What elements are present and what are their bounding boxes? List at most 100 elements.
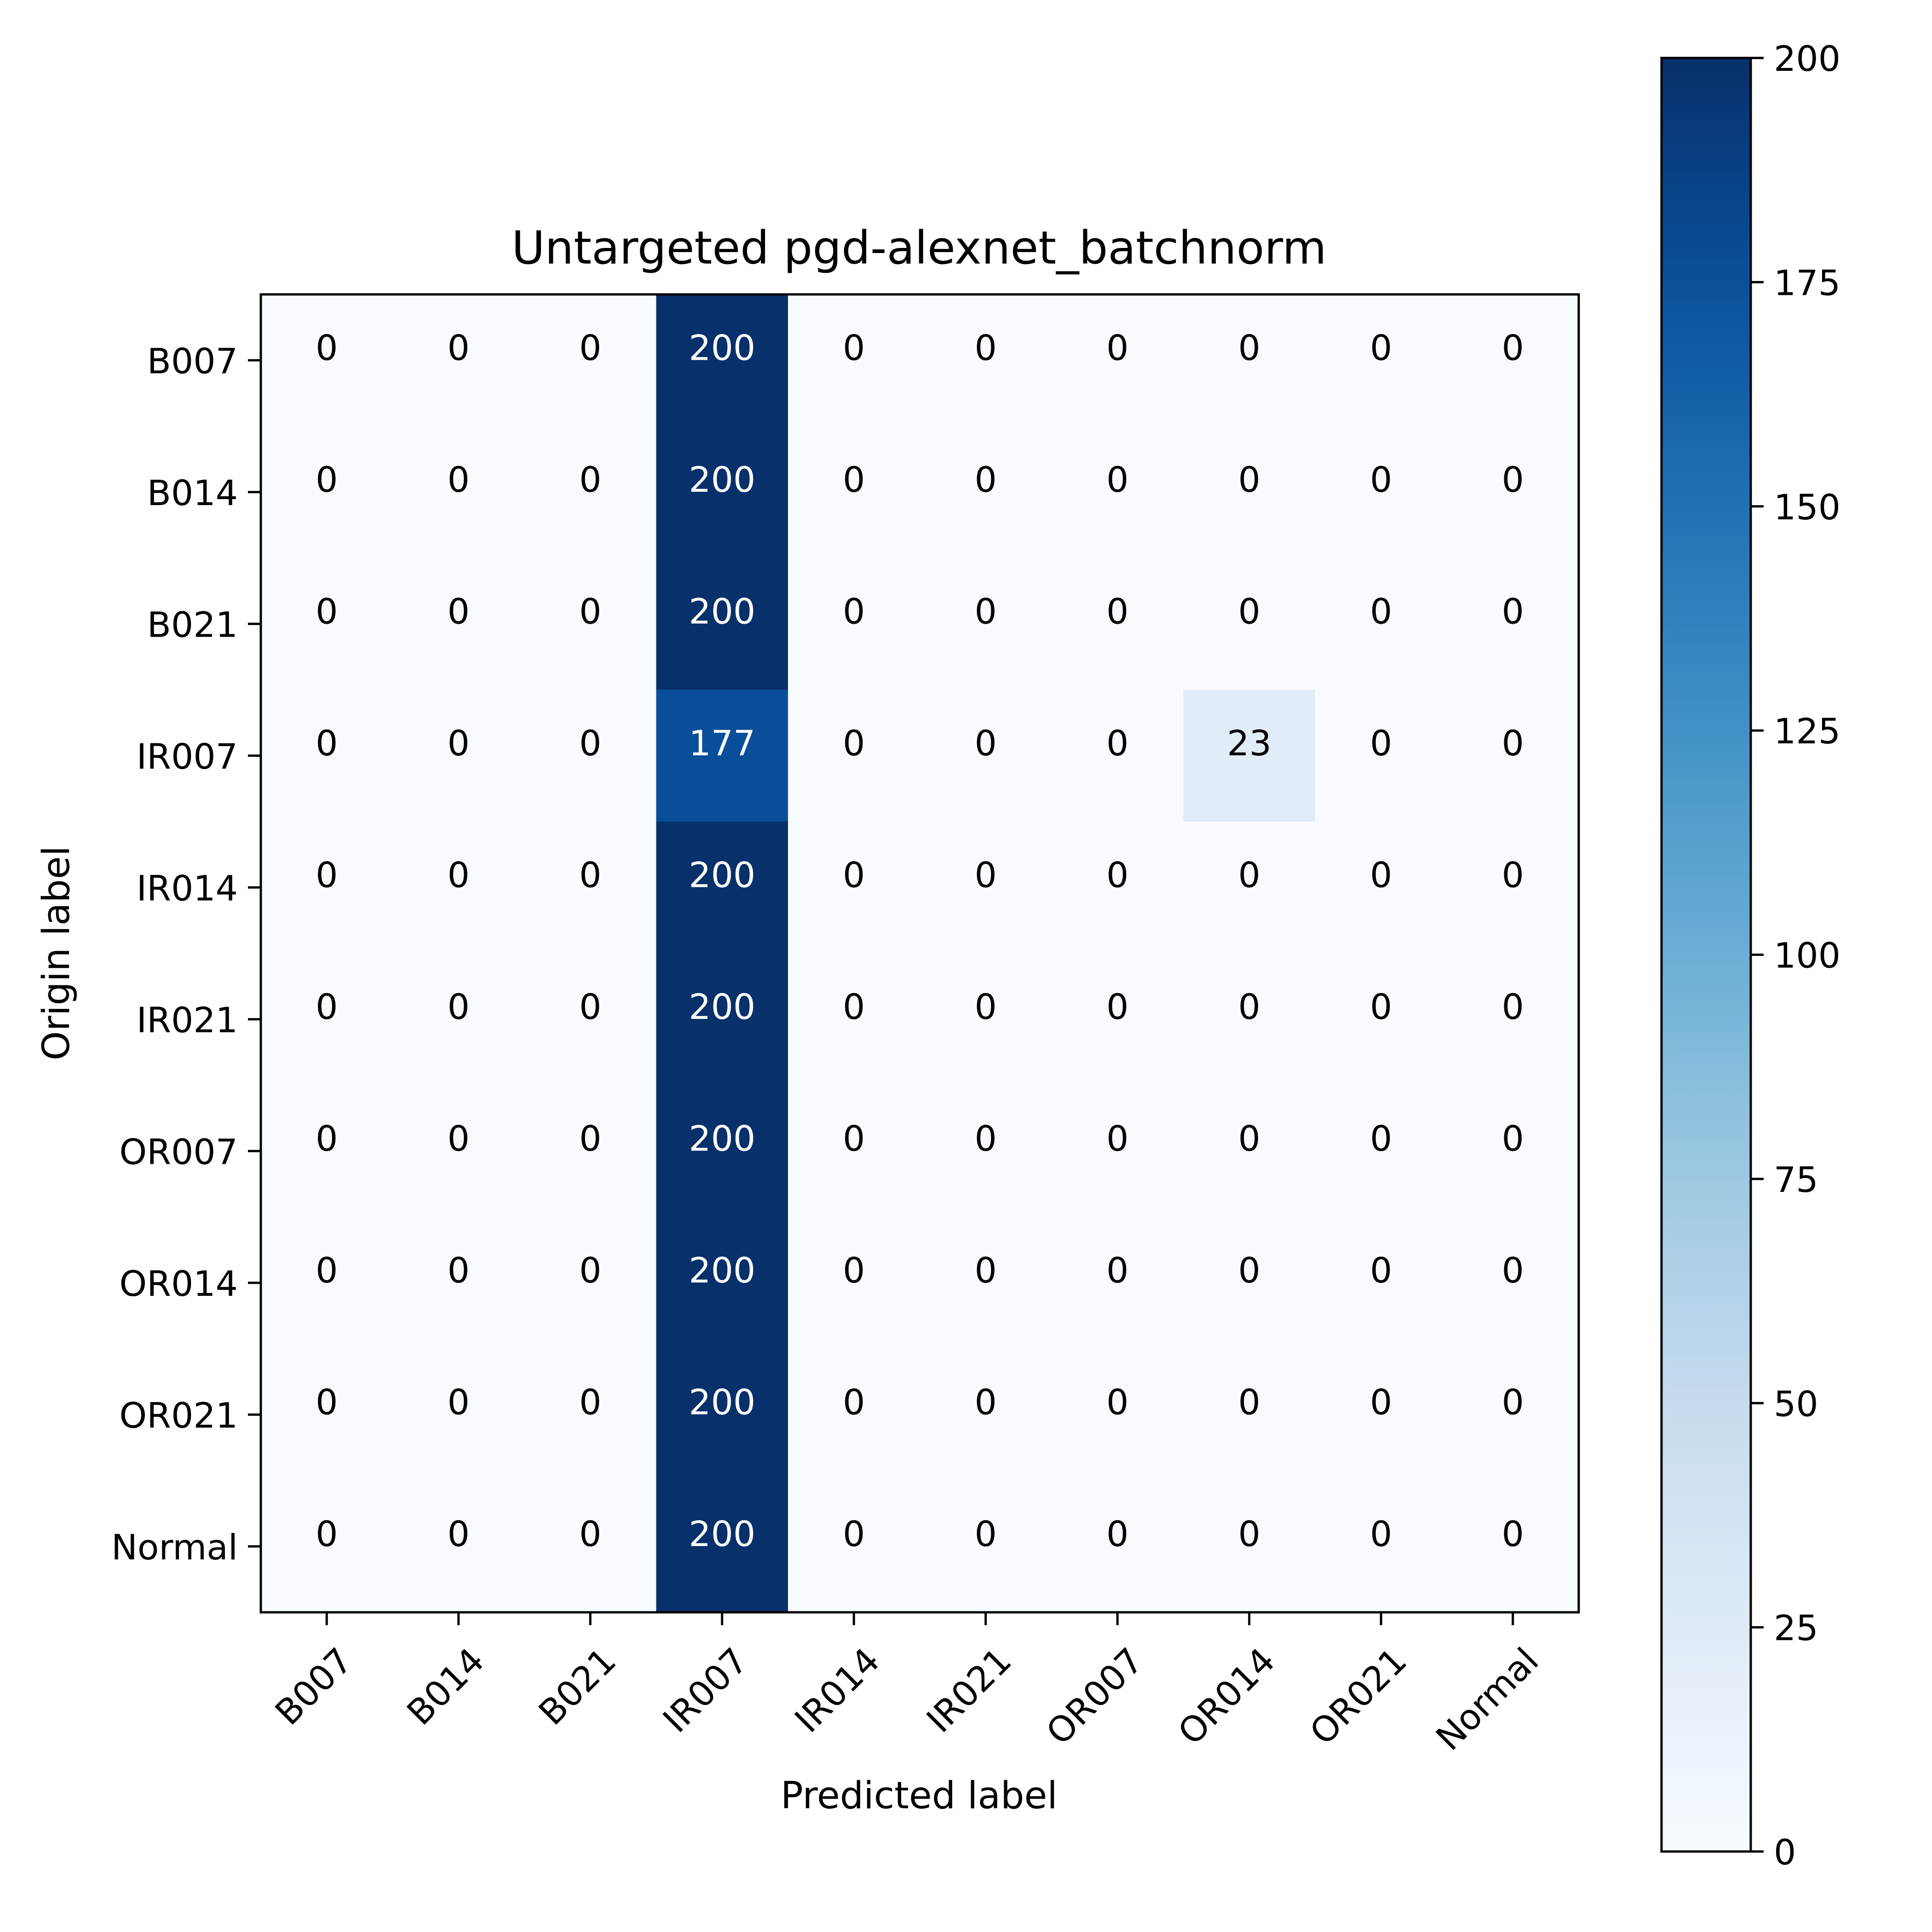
cell-value-label: 0 <box>1238 1513 1260 1554</box>
heatmap-cell <box>1315 953 1447 1086</box>
heatmap-cell <box>920 953 1052 1086</box>
cell-value-label: 0 <box>843 459 865 500</box>
heatmap-cell <box>656 1217 788 1349</box>
colorbar-tick-label: 100 <box>1774 935 1840 976</box>
colorbar-tick-label: 150 <box>1774 487 1840 528</box>
cell-value-label: 0 <box>1502 459 1524 500</box>
cell-value-label: 0 <box>448 723 470 764</box>
cell-value-label: 0 <box>1238 1382 1260 1423</box>
heatmap-cell <box>1447 1480 1579 1613</box>
heatmap-cell-labels: 0 0 0 200 0 0 0 0 0 0 0 0 0 200 0 0 0 0 0 0 0 0 0 200 0 0 0 0 0 0 0 0 0 1… <box>316 328 1524 1555</box>
heatmap-cell <box>392 1480 525 1613</box>
cell-value-label: 0 <box>1370 459 1392 500</box>
y-tick-label: OR014 <box>119 1263 238 1304</box>
heatmap-cell <box>656 1085 788 1217</box>
heatmap-cell <box>1183 1085 1316 1217</box>
y-tick-label: B007 <box>147 340 238 381</box>
heatmap-cell <box>1447 953 1579 1086</box>
heatmap-cell <box>1183 822 1316 954</box>
heatmap-cell <box>788 558 920 690</box>
heatmap-cell <box>1183 1217 1316 1349</box>
heatmap-cell <box>392 690 525 822</box>
heatmap-cell <box>788 1349 920 1481</box>
heatmap-cell <box>920 1085 1052 1217</box>
colorbar <box>1660 57 1752 1853</box>
cell-value-label: 0 <box>1370 1250 1392 1291</box>
heatmap-cell <box>1447 690 1579 822</box>
heatmap-cell <box>656 1480 788 1613</box>
cell-value-label: 0 <box>1370 1513 1392 1554</box>
heatmap-cell <box>392 294 525 426</box>
heatmap-cell <box>920 690 1052 822</box>
y-tick-label: OR007 <box>119 1131 238 1172</box>
cell-value-label: 0 <box>1106 855 1128 896</box>
heatmap-cell <box>524 426 656 558</box>
heatmap-cell <box>788 1217 920 1349</box>
heatmap-cell <box>1315 558 1447 690</box>
cell-value-label: 0 <box>579 723 601 764</box>
heatmap-cell <box>524 822 656 954</box>
colorbar-tick-label: 200 <box>1774 38 1840 79</box>
cell-value-label: 0 <box>843 855 865 896</box>
heatmap-cell <box>1183 558 1316 690</box>
heatmap-cell <box>261 294 393 426</box>
cell-value-label: 0 <box>975 1382 997 1423</box>
heatmap-cell <box>261 822 393 954</box>
cell-value-label: 200 <box>689 1250 755 1291</box>
heatmap-cell <box>920 558 1052 690</box>
colorbar-ticks: 0 25 50 75 100 125 150 175 200 <box>1751 38 1840 1873</box>
cell-value-label: 0 <box>1502 986 1524 1027</box>
heatmap-cell <box>1052 822 1184 954</box>
heatmap-cell <box>1315 690 1447 822</box>
cell-value-label: 0 <box>579 1118 601 1159</box>
heatmap-cell <box>1052 426 1184 558</box>
cell-value-label: 0 <box>975 723 997 764</box>
cell-value-label: 0 <box>316 986 338 1027</box>
plot-frame <box>259 293 1580 1614</box>
cell-value-label: 0 <box>316 855 338 896</box>
cell-value-label: 200 <box>689 328 755 368</box>
cell-value-label: 0 <box>448 855 470 896</box>
cell-value-label: 0 <box>1502 328 1524 368</box>
colorbar-tick-label: 75 <box>1774 1159 1818 1200</box>
colorbar-tick-label: 50 <box>1774 1383 1818 1424</box>
heatmap-cell <box>261 558 393 690</box>
cell-value-label: 0 <box>975 1250 997 1291</box>
heatmap-cell <box>1315 294 1447 426</box>
heatmap-cell <box>1315 822 1447 954</box>
chart-title: Untargeted pgd-alexnet_batchnorm <box>512 222 1327 275</box>
cell-value-label: 0 <box>448 1250 470 1291</box>
cell-value-label: 0 <box>1370 591 1392 632</box>
heatmap-cell <box>1052 1480 1184 1613</box>
cell-value-label: 0 <box>316 1382 338 1423</box>
heatmap-cell <box>1183 294 1316 426</box>
heatmap-cell <box>788 1085 920 1217</box>
y-tick-label: IR014 <box>137 868 238 908</box>
heatmap-cell <box>1315 1085 1447 1217</box>
cell-value-label: 0 <box>316 1118 338 1159</box>
cell-value-label: 0 <box>579 459 601 500</box>
cell-value-label: 0 <box>1502 1382 1524 1423</box>
heatmap-cell <box>392 1349 525 1481</box>
cell-value-label: 0 <box>1502 1513 1524 1554</box>
cell-value-label: 0 <box>1502 1250 1524 1291</box>
heatmap-cell <box>261 426 393 558</box>
heatmap-cell <box>788 822 920 954</box>
cell-value-label: 0 <box>843 1513 865 1554</box>
heatmap-cell <box>261 1217 393 1349</box>
cell-value-label: 0 <box>448 459 470 500</box>
heatmap-cell <box>1183 953 1316 1086</box>
colorbar-tick-label: 25 <box>1774 1608 1818 1649</box>
heatmap-cell <box>1447 1085 1579 1217</box>
cell-value-label: 0 <box>448 1513 470 1554</box>
heatmap-cell <box>261 1349 393 1481</box>
cell-value-label: 0 <box>316 591 338 632</box>
cell-value-label: 0 <box>448 986 470 1027</box>
cell-value-label: 0 <box>1370 328 1392 368</box>
y-tick-label: B014 <box>147 472 238 513</box>
heatmap-cell <box>656 558 788 690</box>
cell-value-label: 0 <box>1370 723 1392 764</box>
cell-value-label: 177 <box>689 723 755 764</box>
heatmap-cell <box>788 294 920 426</box>
heatmap-cell <box>524 294 656 426</box>
